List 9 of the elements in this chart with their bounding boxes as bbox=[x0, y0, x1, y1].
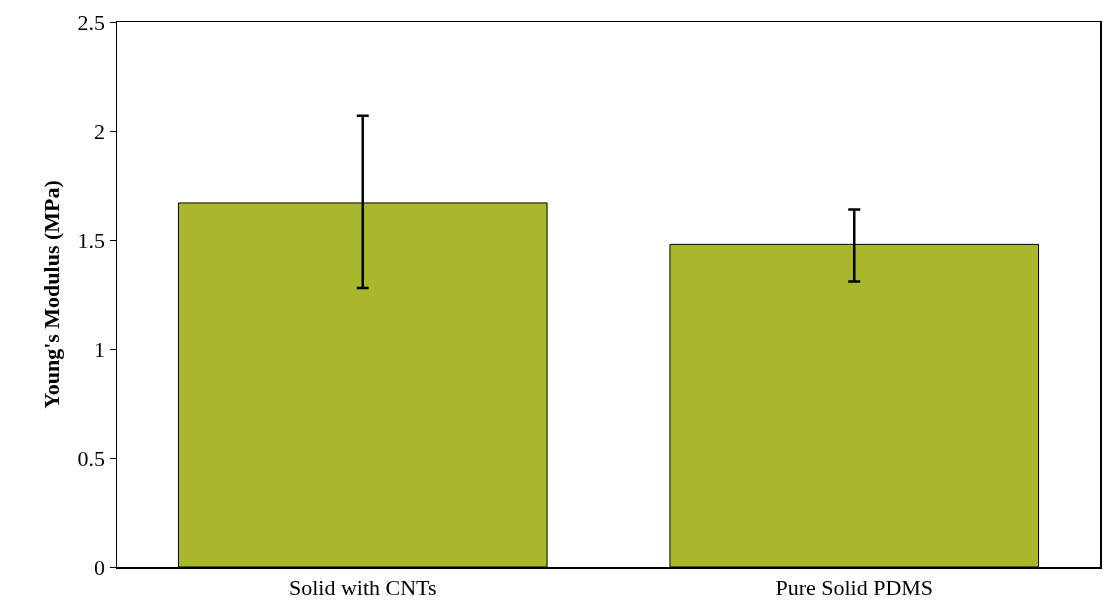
y-tick-label: 2 bbox=[94, 118, 106, 144]
y-axis-title: Young's Modulus (MPa) bbox=[38, 180, 64, 409]
y-tick-label: 1.5 bbox=[77, 227, 106, 253]
x-tick-label: Pure Solid PDMS bbox=[775, 574, 934, 600]
y-tick-label: 1 bbox=[94, 336, 106, 362]
x-tick-label: Solid with CNTs bbox=[288, 574, 437, 600]
y-tick-label: 0 bbox=[94, 554, 106, 580]
y-tick-label: 2.5 bbox=[77, 9, 106, 35]
y-tick-label: 0.5 bbox=[77, 445, 106, 471]
